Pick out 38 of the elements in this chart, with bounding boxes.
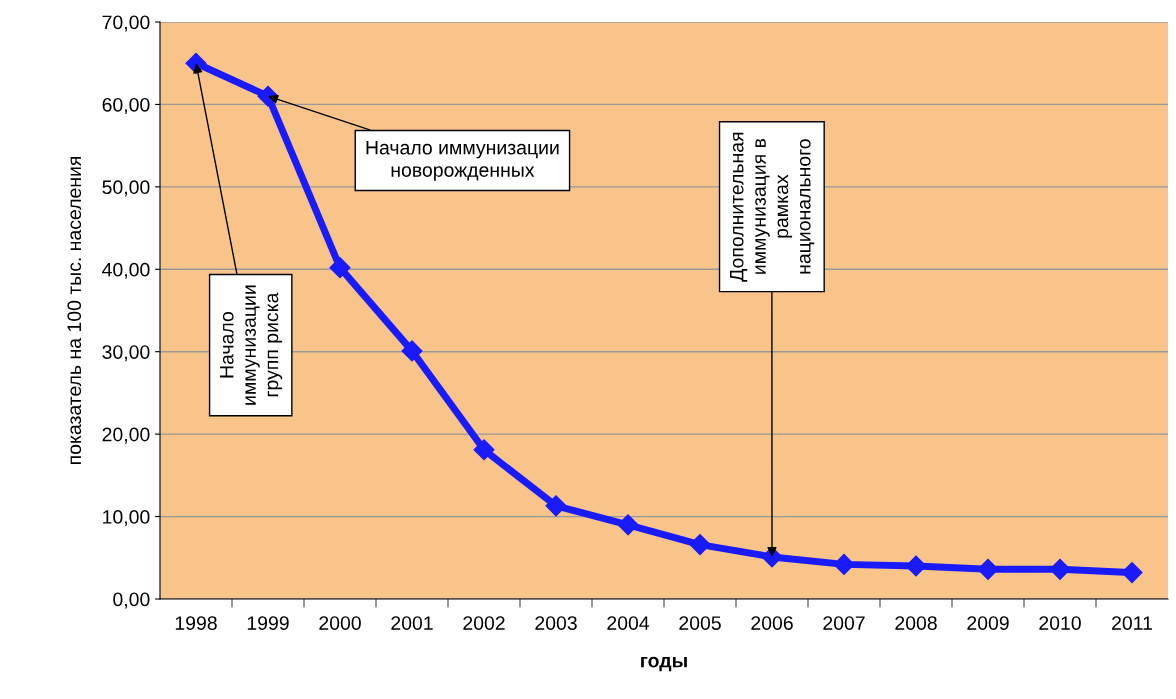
x-tick-label: 2004 — [607, 616, 650, 630]
point — [329, 257, 351, 279]
x-tick-label: 1998 — [175, 616, 217, 630]
y-tick-label: 70,00 — [102, 15, 150, 32]
x-tick-label: 1999 — [247, 616, 289, 630]
y-tick-label: 40,00 — [102, 262, 150, 279]
point — [617, 514, 639, 536]
x-tick-label: 2009 — [967, 616, 1009, 630]
x-tick-label: 2000 — [319, 616, 361, 630]
point — [977, 558, 999, 580]
x-tick-label: 2007 — [823, 616, 865, 630]
y-tick-label: 50,00 — [102, 180, 150, 197]
point — [473, 439, 495, 461]
annotation: Начало иммунизации новорожденных — [366, 140, 559, 181]
x-tick-label: 2002 — [463, 616, 505, 630]
x-tick-label: 2008 — [895, 616, 937, 630]
x-tick-label: 2005 — [679, 616, 721, 630]
point — [1049, 558, 1071, 580]
y-tick-label: 30,00 — [102, 345, 150, 362]
point — [905, 555, 927, 577]
point — [401, 340, 423, 362]
y-tick-label: 60,00 — [102, 97, 150, 114]
x-tick-label: 2006 — [751, 616, 793, 630]
point — [689, 534, 711, 556]
annotation: Дополнительная иммунизация в рамках национального — [729, 132, 815, 282]
x-axis-title: годы — [641, 656, 687, 672]
y-tick-label: 0,00 — [113, 592, 150, 609]
point — [545, 495, 567, 517]
y-tick-label: 10,00 — [103, 510, 150, 527]
point — [833, 553, 855, 575]
x-tick-label: 2010 — [1039, 616, 1081, 630]
annotation: Начало иммунизации групп риска — [220, 285, 283, 405]
y-axis-title: показатель на 100 тыс. населения — [67, 156, 82, 465]
x-tick-label: 2011 — [1112, 616, 1152, 630]
x-tick-label: 2003 — [535, 616, 577, 630]
point — [1121, 562, 1143, 584]
y-tick-label: 20,00 — [102, 427, 150, 444]
x-tick-label: 2001 — [391, 616, 433, 630]
